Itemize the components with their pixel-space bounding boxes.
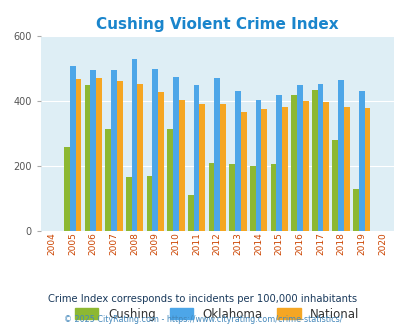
Bar <box>131 59 137 231</box>
Bar <box>296 85 302 231</box>
Bar <box>214 79 220 231</box>
Bar <box>111 70 117 231</box>
Bar <box>188 195 193 231</box>
Bar <box>323 102 328 231</box>
Bar <box>152 69 158 231</box>
Bar <box>117 81 122 231</box>
Bar <box>199 104 205 231</box>
Bar <box>281 107 287 231</box>
Bar <box>146 176 152 231</box>
Bar <box>234 91 240 231</box>
Bar <box>64 147 70 231</box>
Bar <box>84 85 90 231</box>
Bar <box>276 95 281 231</box>
Bar <box>75 79 81 231</box>
Bar <box>317 84 323 231</box>
Bar <box>208 163 214 231</box>
Bar <box>332 140 337 231</box>
Bar <box>364 108 370 231</box>
Bar <box>302 101 308 231</box>
Bar <box>261 109 266 231</box>
Bar <box>255 100 261 231</box>
Text: Crime Index corresponds to incidents per 100,000 inhabitants: Crime Index corresponds to incidents per… <box>48 294 357 304</box>
Bar <box>137 84 143 231</box>
Bar <box>352 189 358 231</box>
Bar <box>193 85 199 231</box>
Bar <box>343 107 349 231</box>
Bar <box>90 70 96 231</box>
Bar <box>178 100 184 231</box>
Bar <box>70 65 75 231</box>
Bar <box>167 129 173 231</box>
Bar <box>229 164 234 231</box>
Title: Cushing Violent Crime Index: Cushing Violent Crime Index <box>96 17 338 32</box>
Bar <box>337 80 343 231</box>
Bar <box>96 79 102 231</box>
Text: © 2025 CityRating.com - https://www.cityrating.com/crime-statistics/: © 2025 CityRating.com - https://www.city… <box>64 315 341 324</box>
Bar <box>358 91 364 231</box>
Bar <box>158 92 164 231</box>
Bar <box>311 90 317 231</box>
Bar <box>240 112 246 231</box>
Bar <box>290 95 296 231</box>
Bar <box>173 77 178 231</box>
Bar <box>249 166 255 231</box>
Legend: Cushing, Oklahoma, National: Cushing, Oklahoma, National <box>70 303 363 326</box>
Bar <box>220 104 225 231</box>
Bar <box>126 178 131 231</box>
Bar <box>270 164 276 231</box>
Bar <box>105 129 111 231</box>
